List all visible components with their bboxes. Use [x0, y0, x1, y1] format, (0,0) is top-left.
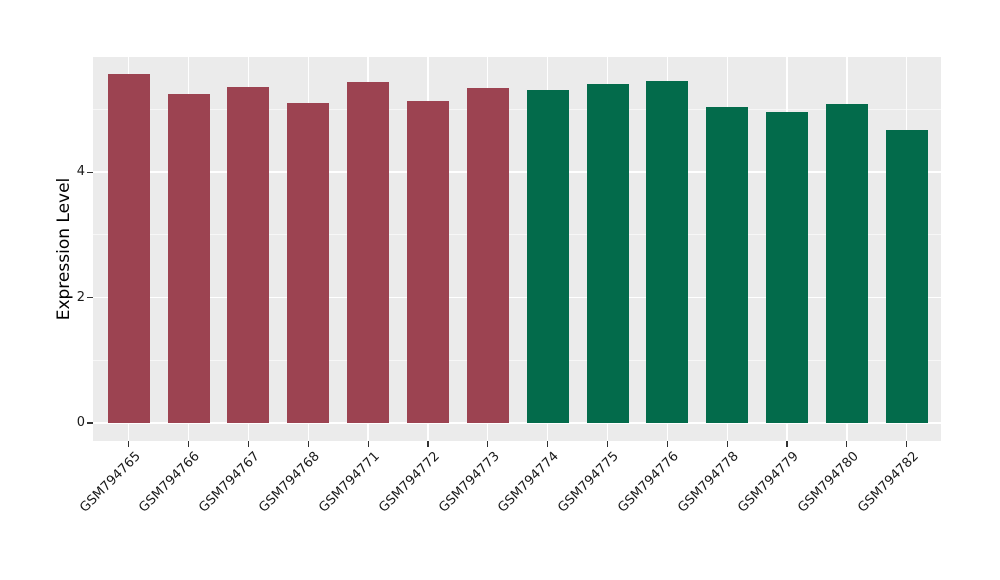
x-tick-mark — [846, 441, 848, 447]
x-tick-label: GSM794773 — [435, 449, 503, 516]
x-tick-label: GSM794772 — [375, 449, 443, 516]
x-tick-mark — [726, 441, 728, 447]
bar — [766, 112, 809, 423]
x-tick-mark — [367, 441, 369, 447]
bar — [646, 81, 689, 423]
bar — [466, 87, 509, 423]
bar — [107, 73, 150, 423]
y-gridline-major — [93, 296, 941, 299]
bar — [227, 86, 270, 423]
bar — [406, 100, 449, 423]
x-tick-label: GSM794768 — [256, 449, 323, 516]
bar — [526, 90, 569, 423]
plot-panel — [93, 57, 941, 441]
bar — [885, 130, 928, 423]
x-tick-mark — [128, 441, 130, 447]
y-tick-label: 2 — [76, 289, 85, 305]
x-tick-mark — [547, 441, 549, 447]
x-tick-label: GSM794776 — [615, 449, 682, 516]
y-gridline-minor — [93, 234, 941, 236]
x-tick-label: GSM794771 — [316, 449, 383, 516]
x-tick-mark — [487, 441, 489, 447]
x-tick-mark — [606, 441, 609, 447]
x-tick-label: GSM794775 — [555, 449, 623, 516]
y-tick-label: 4 — [76, 164, 85, 180]
x-tick-mark — [187, 441, 190, 447]
x-tick-mark — [427, 441, 429, 447]
x-tick-mark — [786, 441, 788, 447]
y-gridline-major — [93, 171, 941, 173]
bar — [347, 81, 390, 423]
x-tick-label: GSM794780 — [794, 449, 862, 516]
y-gridline-minor — [93, 359, 941, 361]
bar — [287, 102, 330, 423]
bar — [706, 107, 749, 423]
x-tick-label: GSM794766 — [136, 449, 204, 516]
x-tick-label: GSM794774 — [495, 449, 563, 516]
y-gridline-major — [93, 422, 941, 424]
x-tick-mark — [247, 441, 249, 447]
y-gridline-minor — [93, 109, 941, 110]
x-tick-mark — [307, 441, 309, 447]
x-tick-label: GSM794778 — [675, 449, 742, 516]
x-tick-label: GSM794767 — [196, 449, 264, 516]
y-tick-label: 0 — [76, 415, 85, 430]
x-tick-label: GSM794782 — [854, 449, 922, 516]
x-tick-label: GSM794779 — [735, 449, 802, 516]
y-tick-mark — [87, 171, 93, 173]
bar — [167, 93, 210, 423]
y-tick-mark — [87, 297, 93, 299]
bar — [825, 103, 868, 423]
bar — [586, 83, 629, 423]
x-tick-label: GSM794765 — [76, 449, 144, 516]
x-tick-mark — [666, 441, 668, 447]
y-tick-mark — [87, 422, 93, 424]
x-tick-mark — [906, 441, 908, 447]
